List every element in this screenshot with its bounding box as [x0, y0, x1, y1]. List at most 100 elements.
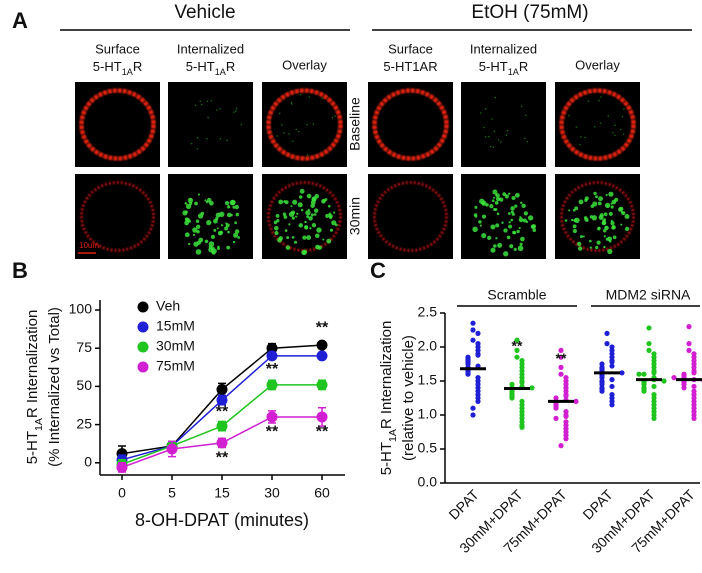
micrograph — [555, 174, 640, 259]
vesicle — [190, 142, 193, 145]
micrograph — [75, 174, 160, 259]
vesicle — [283, 200, 287, 203]
vesicle — [495, 196, 501, 202]
condition-title: Vehicle — [174, 2, 235, 23]
vesicle — [232, 205, 236, 209]
vesicle — [489, 145, 492, 148]
x-tick-label: 60 — [314, 485, 330, 501]
vesicle — [184, 202, 188, 205]
panel-label: B — [12, 258, 28, 283]
vesicle — [322, 199, 326, 203]
vesicle — [326, 238, 332, 244]
vesicle — [614, 134, 616, 137]
column-header-part: 1A — [122, 67, 134, 77]
vesicle — [490, 247, 496, 253]
vesicle — [194, 104, 197, 107]
y-tick-label: 1.5 — [418, 372, 438, 388]
vesicle — [226, 139, 228, 142]
legend-label: 30mM — [156, 338, 195, 354]
vesicle — [218, 211, 225, 218]
vesicle — [329, 216, 333, 220]
membrane-ring — [560, 181, 635, 252]
vesicle — [306, 123, 308, 126]
vesicle — [313, 213, 317, 216]
vesicle — [205, 200, 209, 204]
significance-label: ** — [316, 320, 329, 337]
micrograph — [262, 82, 347, 167]
vesicle — [578, 199, 584, 205]
vesicle — [300, 208, 304, 212]
vesicle — [620, 223, 623, 226]
legend-label: 15mM — [156, 318, 195, 334]
vesicle — [599, 122, 602, 124]
group-label: Scramble — [487, 287, 546, 303]
data-point — [216, 394, 228, 406]
vesicle — [283, 215, 288, 219]
image-background — [461, 82, 546, 167]
membrane-ring — [266, 88, 343, 161]
vesicle — [603, 245, 606, 249]
y-tick-label: 0 — [84, 453, 92, 469]
vesicle — [600, 96, 602, 98]
data-point — [266, 342, 278, 354]
vesicle — [291, 216, 295, 220]
vesicle — [235, 107, 238, 110]
column-header-part: 5-HT — [479, 59, 508, 74]
column-header-part: R — [226, 59, 235, 74]
vesicle — [473, 213, 478, 217]
x-tick-label: 0 — [118, 485, 126, 501]
data-point — [470, 405, 476, 411]
vesicle — [568, 209, 571, 212]
vesicle — [325, 213, 330, 218]
vesicle — [504, 194, 509, 199]
vesicle — [479, 224, 482, 227]
vesicle — [493, 196, 496, 199]
data-point — [691, 370, 697, 376]
data-point — [573, 398, 579, 404]
data-point — [558, 347, 564, 353]
vesicle — [485, 203, 489, 207]
vesicle — [603, 212, 608, 217]
vesicle — [612, 132, 614, 134]
data-point — [519, 424, 525, 430]
vesicle — [621, 211, 626, 216]
data-point — [609, 363, 615, 369]
vesicle — [188, 242, 191, 246]
vesicle — [306, 215, 310, 219]
data-point — [609, 402, 615, 408]
vesicle — [491, 199, 495, 203]
vesicle — [526, 140, 529, 143]
vesicle — [593, 191, 597, 196]
data-point — [691, 383, 697, 390]
vesicle — [311, 196, 317, 202]
x-tick-label: 5 — [168, 485, 176, 501]
vesicle — [275, 213, 280, 218]
vesicle — [286, 236, 290, 240]
micrograph — [75, 82, 160, 167]
data-point — [563, 436, 569, 442]
y-tick-label: 2.0 — [418, 338, 438, 354]
vesicle — [185, 203, 192, 209]
vesicle — [510, 210, 514, 214]
vesicle — [605, 226, 608, 229]
data-point — [553, 405, 559, 411]
vesicle — [292, 199, 298, 205]
vesicle — [514, 192, 520, 198]
vesicle — [516, 229, 520, 234]
vesicle — [333, 211, 336, 214]
vesicle — [589, 215, 594, 219]
vesicle — [278, 199, 284, 205]
row-label: Baseline — [347, 97, 363, 151]
vesicle — [196, 148, 199, 150]
vesicle — [481, 233, 487, 239]
vesicle — [213, 228, 217, 232]
micrograph — [555, 82, 640, 167]
vesicle — [488, 135, 490, 138]
vesicle — [198, 237, 204, 243]
vesicle — [224, 226, 229, 231]
vesicle — [506, 129, 509, 132]
data-point — [686, 324, 692, 330]
vesicle — [510, 218, 514, 222]
